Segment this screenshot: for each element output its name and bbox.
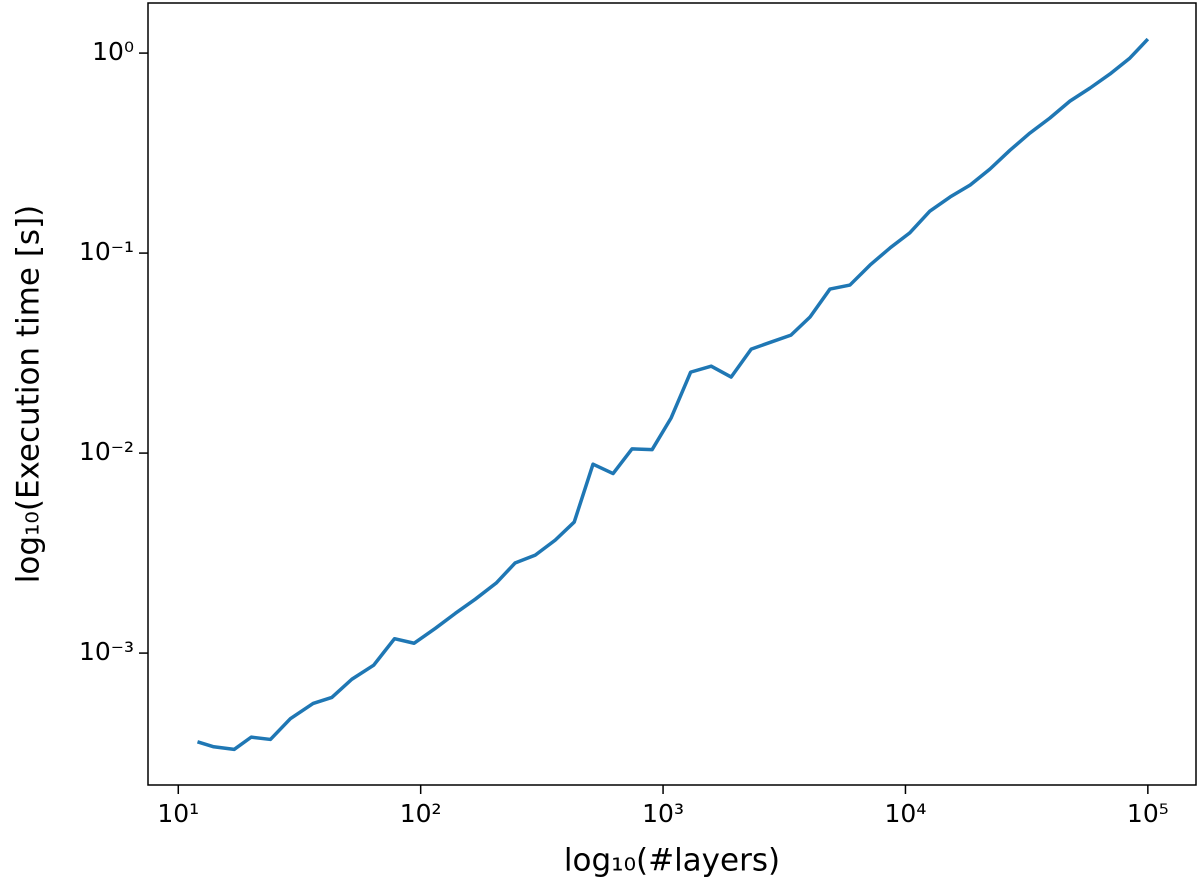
x-tick-label: 10⁴ — [885, 799, 927, 828]
x-tick-label: 10⁵ — [1127, 799, 1169, 828]
plot-frame — [147, 2, 1197, 786]
y-tick-label: 10⁻¹ — [79, 237, 134, 266]
x-axis-label: log₁₀(#layers) — [564, 843, 780, 879]
x-tick-label: 10³ — [642, 799, 684, 828]
x-tick-label: 10¹ — [157, 799, 199, 828]
y-tick-label: 10⁰ — [92, 37, 134, 66]
y-axis-label: log₁₀(Execution time [s]) — [11, 205, 47, 584]
x-tick-label: 10² — [400, 799, 442, 828]
y-tick-label: 10⁻³ — [79, 637, 134, 666]
data-line — [196, 37, 1150, 752]
y-tick-label: 10⁻² — [79, 437, 134, 466]
